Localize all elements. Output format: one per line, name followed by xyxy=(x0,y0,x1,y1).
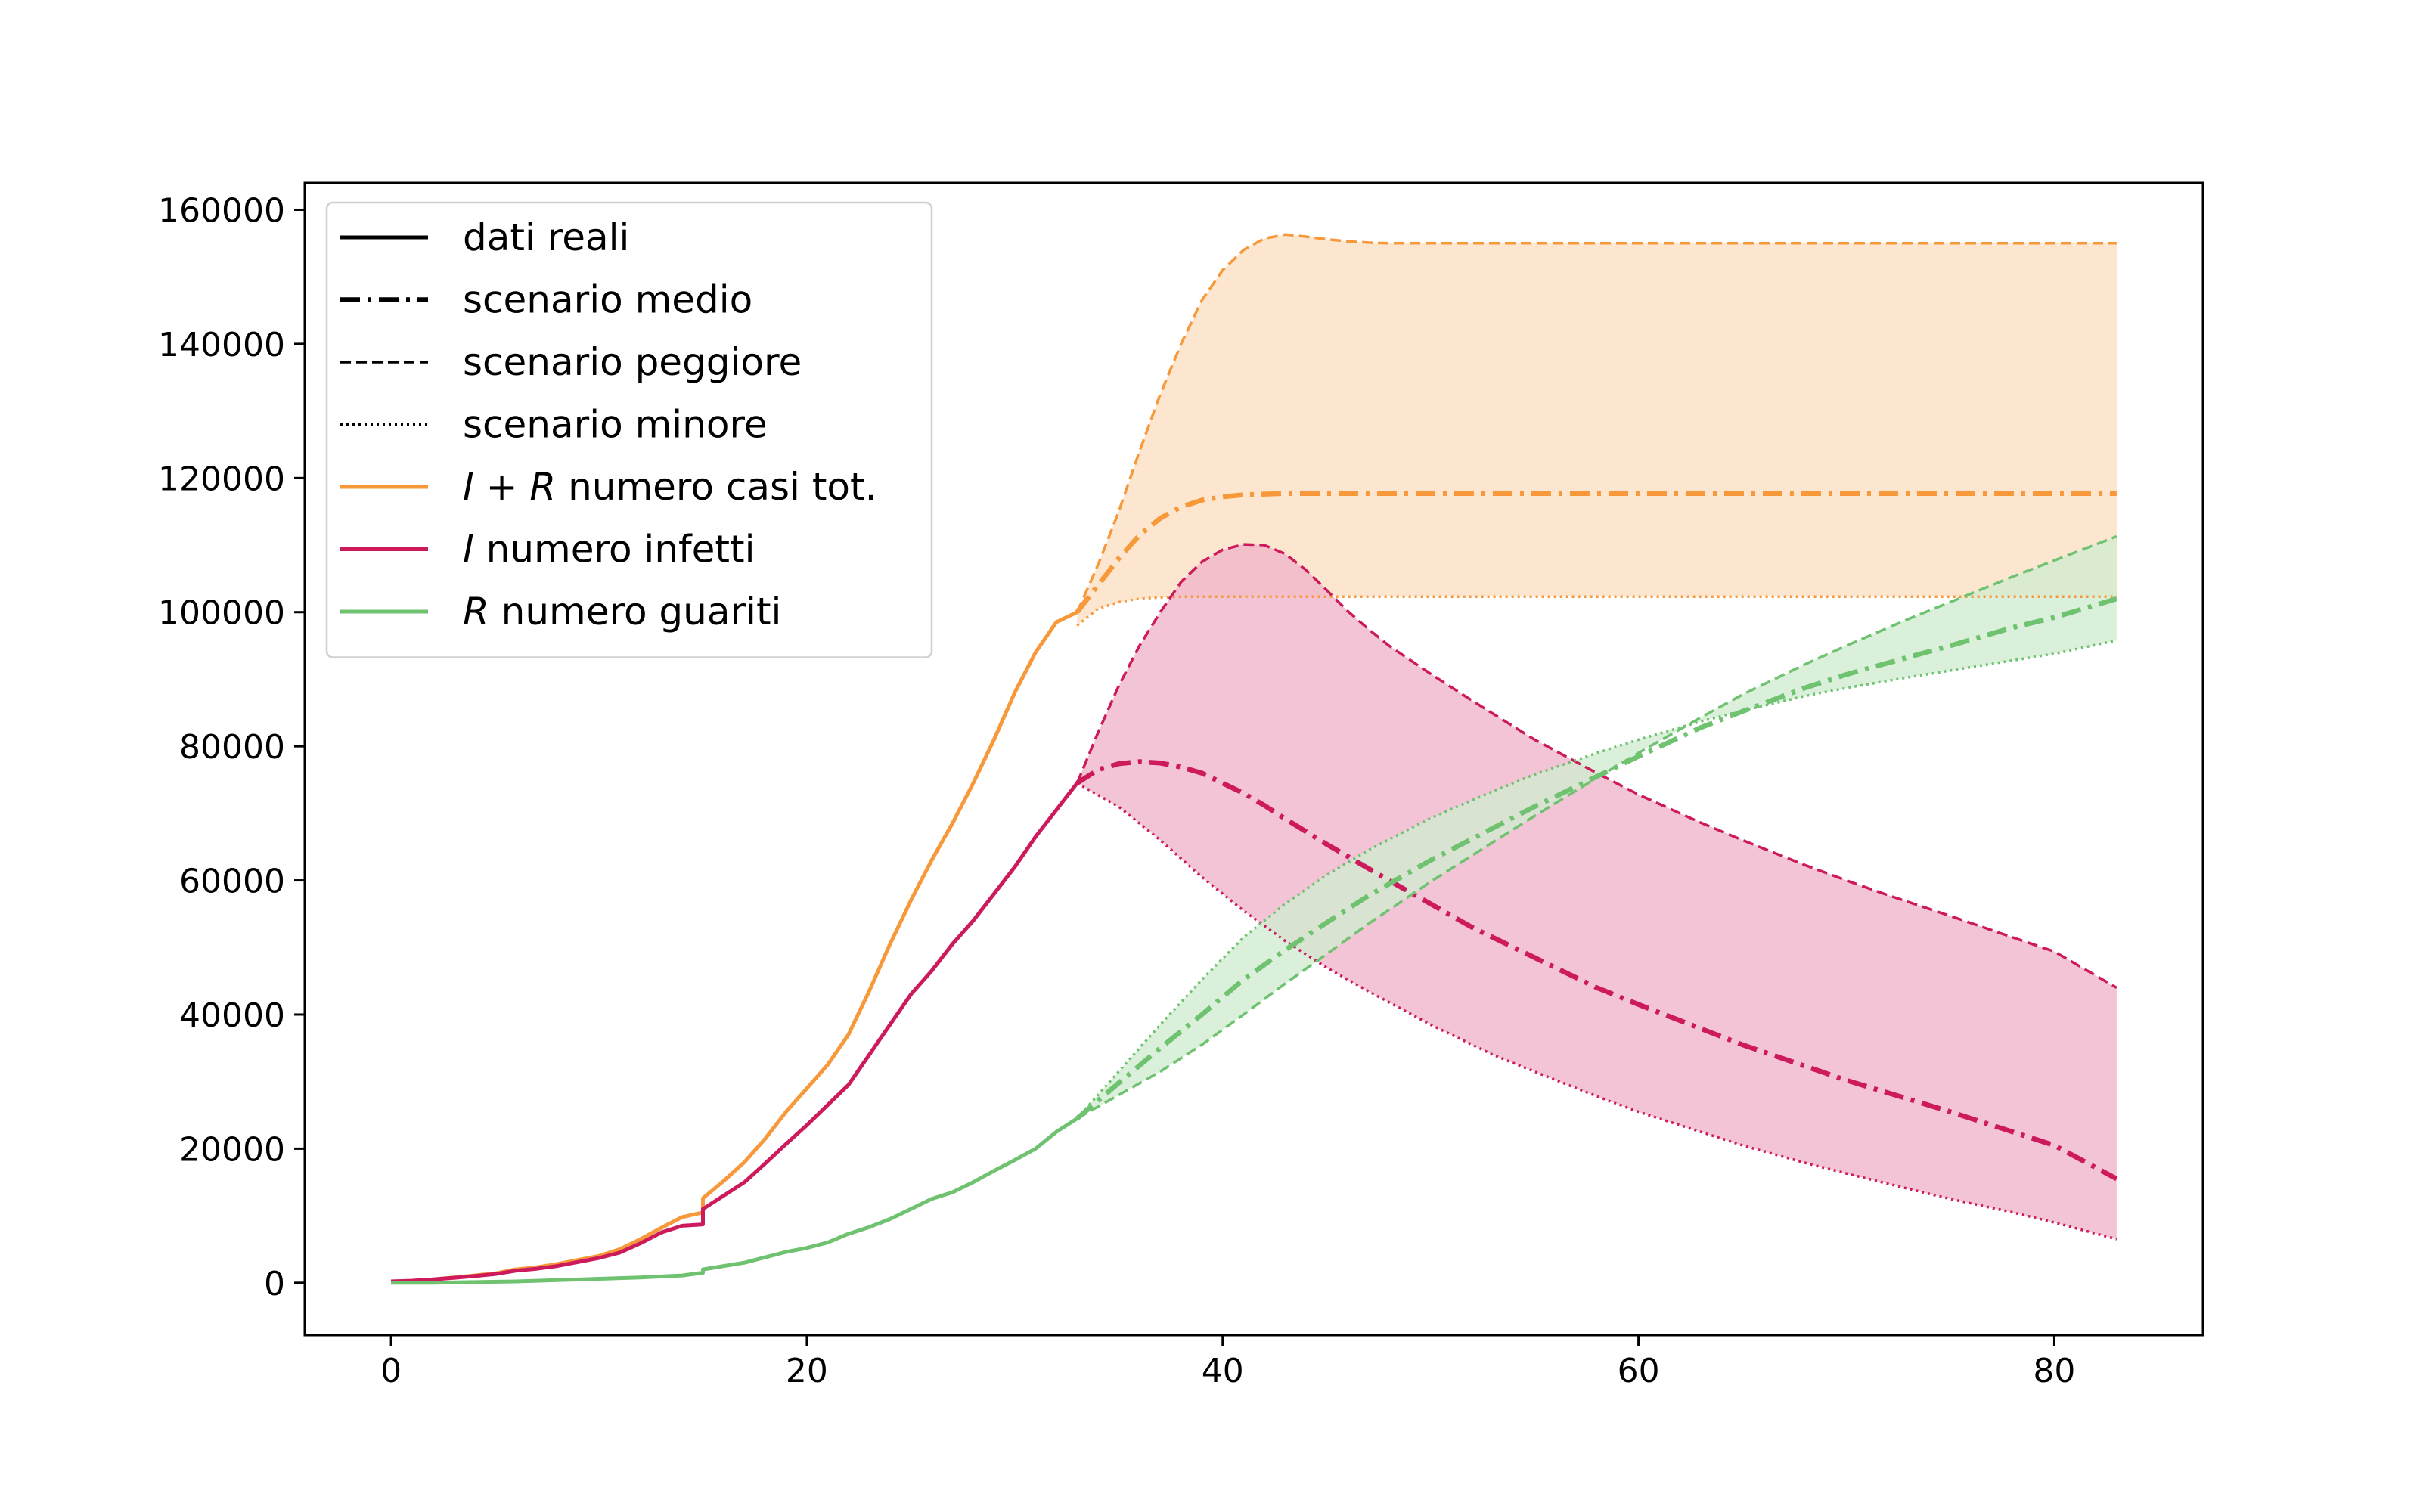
x-tick-label: 60 xyxy=(1618,1352,1660,1390)
legend-label-dati: dati reali xyxy=(463,215,629,259)
x-tick-label: 0 xyxy=(380,1352,402,1390)
band-ir xyxy=(1077,234,2117,626)
series-line-r-dashed xyxy=(1076,534,2118,1120)
series-line-i-dashed xyxy=(1075,543,2118,990)
legend-label-peggiore: scenario peggiore xyxy=(463,340,802,384)
x-tick-label: 20 xyxy=(786,1352,828,1390)
y-tick-label: 80000 xyxy=(179,728,285,767)
series-line-i-dotted xyxy=(1076,782,2118,1241)
series-line-i-solid xyxy=(391,782,1079,1284)
series-line-r-solid xyxy=(391,1117,1078,1285)
axes: 0 20 40 60 80 0 20000 40000 60000 80000 100000 1200… xyxy=(158,181,2204,1390)
y-tick-label: 20000 xyxy=(179,1130,285,1169)
band-r xyxy=(1077,536,2117,1119)
y-tick-label: 60000 xyxy=(179,863,285,901)
y-tick-label: 140000 xyxy=(158,326,285,364)
x-tick-label: 40 xyxy=(1202,1352,1244,1390)
legend-label-medio: scenario medio xyxy=(463,278,752,322)
legend-label-ir: I + R numero casi tot. xyxy=(463,465,877,509)
plot-frame xyxy=(303,181,2204,1337)
series-lines xyxy=(391,233,2118,1285)
legend: dati reali scenario medio scenario peggior… xyxy=(325,201,933,658)
legend-box xyxy=(325,201,933,658)
series-line-ir-dashed xyxy=(1075,233,2117,613)
band-i xyxy=(1077,544,2117,1240)
scenario-bands xyxy=(1077,234,2117,1240)
y-tick-label: 0 xyxy=(264,1265,285,1303)
x-tick-label: 80 xyxy=(2033,1352,2075,1390)
series-line-r-dashdot xyxy=(1075,596,2118,1120)
y-tick-label: 120000 xyxy=(158,460,285,498)
legend-label-minore: scenario minore xyxy=(463,403,768,447)
series-line-ir-dashdot xyxy=(1075,491,2117,614)
y-tick-label: 40000 xyxy=(179,996,285,1035)
legend-label-r: R numero guariti xyxy=(463,590,781,634)
legend-label-i: I numero infetti xyxy=(463,528,755,572)
y-tick-label: 160000 xyxy=(158,191,285,230)
y-tick-label: 100000 xyxy=(158,594,285,633)
series-line-i-dashdot xyxy=(1075,759,2118,1182)
